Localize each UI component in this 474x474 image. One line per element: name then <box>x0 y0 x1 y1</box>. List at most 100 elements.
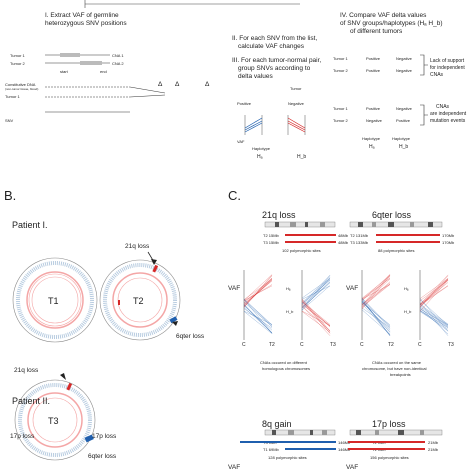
vaf-trajectory-line <box>361 301 391 332</box>
mini-plot-positive <box>244 115 263 135</box>
vaf-trajectory-line <box>361 282 391 305</box>
vaf-trajectory-line <box>419 298 449 332</box>
c-left-sites: 102 polymorphic sites <box>282 248 321 253</box>
loss17p-label: 17p loss <box>10 433 35 440</box>
loss21q-b-label: 21q loss <box>14 367 39 374</box>
iv-neg4: Negative <box>396 106 413 111</box>
c-left-end2: 48Mb <box>338 240 349 245</box>
c-left-vaf: VAF <box>228 285 240 292</box>
tumor2-label: Tumor 2 <box>10 61 26 66</box>
step2-line2: calculate VAF changes <box>238 43 305 50</box>
vaf-trajectory-line <box>361 301 391 331</box>
iv-haplotype-2: Haplotype <box>392 136 411 141</box>
vaf-trajectory-line <box>301 277 331 311</box>
vaf-trajectory-line <box>243 274 273 308</box>
vaf-trajectory-line <box>243 305 273 331</box>
vaf-trajectory-line <box>301 310 331 326</box>
circos-t1: T1 <box>12 257 98 343</box>
vaf-trajectory-line <box>361 300 391 337</box>
c-bottom-right-block: 17p loss T2 0Mb 21Mb T1 0Mb 21Mb 156 pol… <box>346 419 443 471</box>
delta-2: Δ <box>175 81 180 88</box>
c-left-ideogram <box>264 221 336 228</box>
step3-line3: delta values <box>238 73 273 80</box>
vaf-trajectory-line <box>243 285 273 301</box>
c-br-ideogram <box>349 429 443 436</box>
c-br-vaf: VAF <box>346 464 358 471</box>
vaf-trajectory-line <box>361 301 391 327</box>
c-br-end: 21Mb <box>428 440 439 445</box>
c-right-ideogram <box>349 221 443 228</box>
panel-b: B. Patient I. T1 T2 21q loss 6qter loss <box>4 188 205 461</box>
c-right-plot1 <box>361 270 391 340</box>
vaf-trajectory-line <box>419 279 449 306</box>
vaf-trajectory-line <box>301 285 331 311</box>
vaf-trajectory-line <box>419 278 449 305</box>
step4-line2: of SNV groups/haplotypes (Hₐ H_b) <box>340 20 443 27</box>
vaf-trajectory-line <box>419 310 449 332</box>
vaf-trajectory-line <box>361 283 391 306</box>
vaf-trajectory-line <box>419 306 449 327</box>
vaf-trajectory-line <box>301 278 331 303</box>
vaf-trajectory-line <box>361 303 391 335</box>
c-right-t2: T2 131Mb <box>350 233 369 238</box>
vaf-trajectory-line <box>301 279 331 305</box>
iv-tumor1-b: Tumor 1 <box>333 106 349 111</box>
c-left-c2: C <box>300 342 304 348</box>
lack-support-1: Lack of support <box>430 58 465 64</box>
vaf-trajectory-line <box>419 310 449 329</box>
c-left-cap2: homologous chromosomes <box>262 366 310 371</box>
c-right-hb: H_b <box>404 309 412 314</box>
c-left-t3x: T3 <box>330 342 336 348</box>
delta-3: Δ <box>205 81 210 88</box>
c-bl-ideogram <box>264 429 336 436</box>
vaf-trajectory-line <box>301 311 331 333</box>
vaf-trajectory-line <box>361 299 391 336</box>
vaf-trajectory-line <box>419 305 449 326</box>
vaf-trajectory-line <box>243 304 273 334</box>
c-left-ha: Hₐ <box>286 286 291 291</box>
c-bl-sites: 128 polymorphic sites <box>268 455 307 460</box>
iv-hb: H_b <box>399 144 408 150</box>
lack-support-3: CNAs <box>430 72 444 78</box>
iv-pos4: Positive <box>396 118 411 123</box>
vaf-trajectory-line <box>243 307 273 333</box>
vaf-trajectory-line <box>419 302 449 336</box>
c-left-plot2 <box>301 270 331 340</box>
vaf-trajectory-line <box>419 307 449 335</box>
vaf-trajectory-line <box>243 311 273 334</box>
c-right-c1: C <box>360 342 364 348</box>
loss21q-label: 21q loss <box>125 243 150 250</box>
c-right-cap2: chromosome, but have non-identical <box>362 366 427 371</box>
vaf-trajectory-line <box>243 299 273 334</box>
c-right-t2x: T2 <box>388 342 394 348</box>
step1-line1: I. Extract VAF of germline <box>45 12 119 19</box>
vaf-trajectory-line <box>419 280 449 302</box>
snv-label: SNV <box>5 118 14 123</box>
vaf-trajectory-line <box>361 275 391 299</box>
cna1-label: CNA 1 <box>112 53 124 58</box>
independent-3: mutation events <box>430 118 466 124</box>
panel-c: C. 21q loss T2 15Mb 48Mb T3 15Mb 48Mb 10… <box>228 188 455 471</box>
c-left-cap1: CNAs occured on different <box>260 360 308 365</box>
c-left-end: 48Mb <box>338 233 349 238</box>
vaf-trajectory-line <box>419 278 449 308</box>
end-label: end <box>100 69 107 74</box>
vaf-trajectory-line <box>419 299 449 326</box>
vaf-trajectory-line <box>361 277 391 301</box>
vaf-trajectory-line <box>361 281 391 309</box>
vaf-trajectory-line <box>419 280 449 312</box>
c-right-cap3: breakpoints <box>390 372 411 377</box>
c-left-t2x: T2 <box>269 342 275 348</box>
vaf-trajectory-line <box>301 301 331 325</box>
vaf-trajectory-line <box>419 278 449 299</box>
tumor-x-label: Tumor <box>290 86 302 91</box>
vaf-trajectory-line <box>301 301 331 327</box>
t1-label: T1 <box>48 296 59 306</box>
vaf-trajectory-line <box>243 301 273 327</box>
independent-1: CNAs <box>436 104 450 110</box>
c-bl-title: 8q gain <box>262 419 292 429</box>
vaf-label-a: VAF <box>237 139 245 144</box>
step4-line1: IV. Compare VAF delta values <box>340 12 427 19</box>
c-right-plot2 <box>419 270 449 340</box>
c-left-plot1 <box>243 270 273 340</box>
